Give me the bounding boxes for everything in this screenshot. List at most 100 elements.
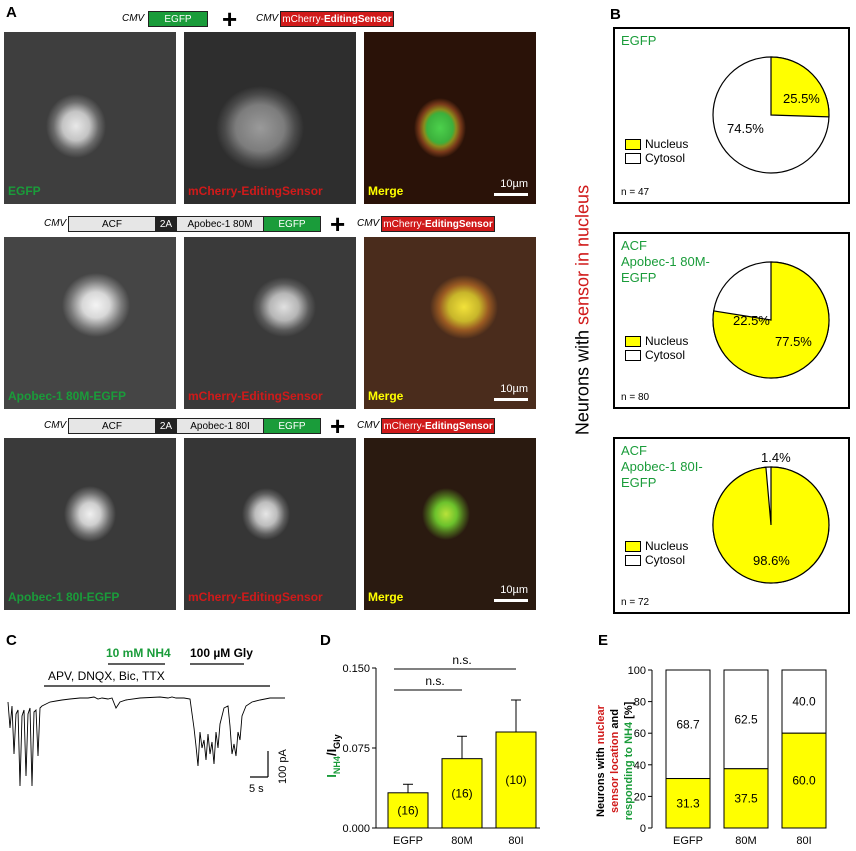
- significance-label: n.s.: [425, 674, 444, 688]
- pie-title: EGFP: [621, 33, 656, 49]
- mcherry-sensor-construct: mCherry-EditingSensor: [381, 418, 495, 434]
- micro-label: mCherry-EditingSensor: [188, 590, 323, 604]
- panel-c-trace: 10 mM NH4 100 µM Gly APV, DNQX, Bic, TTX…: [7, 646, 289, 795]
- cmv-promoter: CMV: [256, 13, 279, 24]
- micro-label: Apobec-1 80M-EGFP: [8, 389, 127, 403]
- ylabel-slash-i: /I: [324, 749, 339, 756]
- pie-title-line: Apobec-1 80M-: [621, 254, 710, 269]
- bar-label-bottom: 37.5: [734, 791, 758, 805]
- pie-nucleus-label: 25.5%: [783, 91, 820, 106]
- pie-panel-80m: ACF Apobec-1 80M- EGFP 22.5% 77.5% Nucle…: [613, 232, 850, 409]
- legend-cytosol: Cytosol: [625, 151, 685, 165]
- p2a-construct: 2A: [155, 418, 177, 434]
- ylabel-sub-gly: Gly: [332, 734, 342, 749]
- bar-segment-top: [781, 669, 827, 734]
- panel-e-ylabel: Neurons with nuclear sensor location and…: [595, 701, 635, 820]
- mcherry-prefix: mCherry-: [383, 421, 425, 432]
- micrograph-mcherry: mCherry-EditingSensor: [184, 32, 356, 204]
- micro-label: EGFP: [8, 184, 41, 198]
- micrograph-egfp: EGFP: [4, 32, 176, 204]
- micro-label: Merge: [368, 389, 404, 403]
- drugs-label: APV, DNQX, Bic, TTX: [48, 669, 165, 683]
- scale-bar: [494, 193, 528, 196]
- y-tick-label: 0.150: [342, 663, 370, 675]
- bar-segment-bottom: [723, 768, 769, 829]
- bar: [441, 758, 483, 829]
- acf-construct: ACF: [68, 418, 156, 434]
- pie-chart: 22.5% 77.5%: [712, 261, 830, 379]
- mcherry-prefix: mCherry-: [383, 219, 425, 230]
- legend-label: Nucleus: [645, 137, 689, 151]
- legend-swatch-nucleus: [625, 139, 641, 151]
- nh4-label: 10 mM NH4: [106, 646, 171, 660]
- pie-title: ACF Apobec-1 80M- EGFP: [621, 238, 710, 286]
- x-tick-label: 80M: [451, 835, 472, 847]
- legend-cytosol: Cytosol: [625, 348, 685, 362]
- bar-label-bottom: 60.0: [792, 774, 816, 788]
- svg-text:Neurons with nuclear: Neurons with nuclear: [595, 704, 607, 817]
- cmv-promoter: CMV: [357, 218, 380, 229]
- acf-construct: ACF: [68, 216, 156, 232]
- legend-nucleus: Nucleus: [625, 334, 688, 348]
- y-tick-label: 20: [634, 791, 646, 803]
- panel-e-label: E: [598, 632, 609, 649]
- y-tick-label: 0.000: [342, 823, 370, 835]
- legend-nucleus: Nucleus: [625, 137, 688, 151]
- bar-label-top: 62.5: [734, 712, 758, 726]
- egfp-construct: EGFP: [263, 418, 321, 434]
- micrograph-mcherry: mCherry-EditingSensor: [184, 237, 356, 409]
- x-tick-label: 80I: [508, 835, 523, 847]
- legend-label: Cytosol: [645, 553, 686, 567]
- pie-title-line: Apobec-1 80I-: [621, 459, 703, 474]
- pie-title-line: EGFP: [621, 270, 657, 285]
- cmv-promoter: CMV: [44, 420, 67, 431]
- plus-sign: +: [330, 209, 346, 239]
- pie-panel-egfp: EGFP 74.5% 25.5% Nucleus Cytosol n = 47: [613, 27, 850, 204]
- bar-label-bottom: 31.3: [676, 796, 700, 810]
- x-tick-label: 80M: [735, 835, 756, 847]
- egfp-construct: EGFP: [148, 11, 208, 27]
- micro-label: Merge: [368, 590, 404, 604]
- ylabel-e-1: nuclear: [595, 704, 607, 744]
- bar-label-top: 40.0: [792, 695, 816, 709]
- bar-segment-bottom: [781, 732, 827, 829]
- pie-title: ACF Apobec-1 80I- EGFP: [621, 443, 703, 491]
- sensor-name: EditingSensor: [424, 421, 493, 432]
- plus-sign: +: [330, 411, 346, 441]
- cmv-promoter: CMV: [122, 13, 145, 24]
- time-scale-label: 5 s: [249, 783, 264, 795]
- ylabel-e-0: Neurons with: [595, 744, 607, 817]
- pie-nucleus-label: 77.5%: [775, 334, 812, 349]
- bar: [495, 731, 537, 829]
- bar: [387, 792, 429, 829]
- legend-swatch-nucleus: [625, 541, 641, 553]
- micrograph-merge: Merge 10µm: [364, 237, 536, 409]
- svg-text:responding to NH4 [%]: responding to NH4 [%]: [623, 701, 635, 820]
- pie-cytosol-label: 1.4%: [761, 450, 791, 465]
- gly-label: 100 µM Gly: [190, 646, 253, 660]
- cmv-promoter: CMV: [357, 420, 380, 431]
- legend-cytosol: Cytosol: [625, 553, 685, 567]
- panel-d-label: D: [320, 632, 331, 649]
- scale-bar-label: 10µm: [500, 178, 528, 190]
- bar-label: (10): [505, 773, 526, 787]
- scale-bar-label: 10µm: [500, 584, 528, 596]
- legend-nucleus: Nucleus: [625, 539, 688, 553]
- y-tick-label: 100: [628, 665, 646, 677]
- bar-segment-top: [723, 669, 769, 770]
- y-tick-label: 0.075: [342, 743, 370, 755]
- legend-swatch-cytosol: [625, 555, 641, 567]
- scale-bar-label: 10µm: [500, 383, 528, 395]
- pie-chart: 1.4% 98.6%: [712, 450, 830, 584]
- pie-cytosol-label: 74.5%: [727, 121, 764, 136]
- panel-e-chart: 0 20 40 60 80 100 31.3 68.7 EGFP 37.5 62.5 80M 60.0 4…: [595, 665, 827, 847]
- micro-label: mCherry-EditingSensor: [188, 184, 323, 198]
- ylabel-e-4: responding to NH4: [623, 721, 635, 820]
- micrograph-merge: Merge 10µm: [364, 438, 536, 610]
- micrograph-apobec-80i-egfp: Apobec-1 80I-EGFP: [4, 438, 176, 610]
- apobec-80i-construct: Apobec-1 80I: [176, 418, 264, 434]
- current-scale-label: 100 pA: [277, 748, 289, 784]
- sensor-name: EditingSensor: [323, 14, 392, 25]
- p2a-construct: 2A: [155, 216, 177, 232]
- legend-label: Cytosol: [645, 348, 686, 362]
